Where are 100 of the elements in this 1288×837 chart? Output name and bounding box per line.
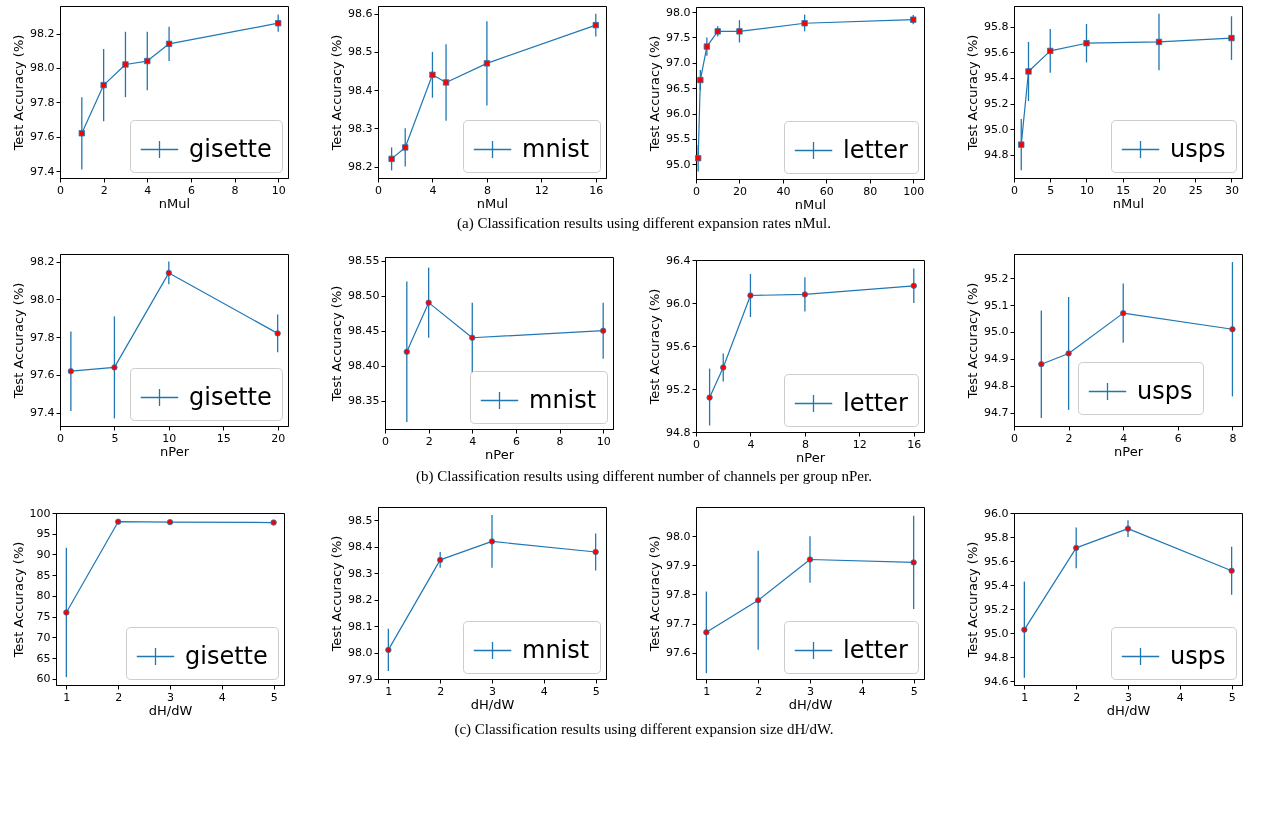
- x-tick-label: 10: [1080, 183, 1094, 197]
- y-tick-label: 95.2: [984, 97, 1009, 111]
- x-tick-label: 6: [512, 434, 520, 448]
- x-tick-label: 1: [385, 684, 393, 698]
- y-tick-label: 85: [36, 568, 51, 582]
- x-tick-label: 3: [167, 690, 174, 704]
- y-tick-label: 98.0: [30, 61, 55, 75]
- text: (b) Classification results using different number of channels per group nPer.: [415, 468, 873, 485]
- x-tick-label: 5: [1228, 690, 1236, 704]
- y-tick-label: 96.5: [666, 81, 691, 95]
- y-axis-title: Test Accuracy (%): [10, 541, 26, 659]
- x-tick-label: 5: [910, 684, 918, 698]
- x-axis-title: nMul: [794, 196, 827, 212]
- y-tick-label: 98.3: [348, 121, 373, 135]
- y-tick-label: 98.4: [348, 540, 373, 554]
- y-axis-title: Test Accuracy (%): [647, 535, 663, 653]
- x-tick-label: 5: [592, 684, 600, 698]
- y-tick-label: 97.0: [666, 56, 691, 70]
- x-tick-label: 5: [270, 690, 278, 704]
- y-tick-label: 96.0: [666, 107, 691, 121]
- y-tick-label: 98.0: [30, 292, 55, 306]
- y-tick-label: 95.2: [984, 271, 1009, 285]
- x-axis-title: nMul: [476, 195, 509, 211]
- y-tick-label: 97.6: [666, 646, 691, 660]
- x-axis-title: dH/dW: [788, 696, 833, 712]
- y-tick-label: 97.6: [30, 368, 55, 382]
- x-tick-label: 2: [100, 183, 108, 197]
- x-tick-label: 15: [1116, 183, 1131, 197]
- y-tick-label: 95.0: [984, 122, 1009, 136]
- x-tick-label: 0: [693, 437, 700, 451]
- x-tick-label: 20: [732, 184, 747, 198]
- x-axis-title: dH/dW: [1106, 702, 1151, 718]
- x-tick-label: 2: [437, 684, 445, 698]
- x-axis-title: nPer: [485, 446, 515, 462]
- y-tick-label: 98.1: [348, 619, 373, 633]
- x-tick-label: 0: [1011, 431, 1018, 445]
- x-tick-label: 8: [231, 183, 239, 197]
- x-tick-label: 40: [776, 184, 791, 198]
- x-axis-title: nPer: [796, 449, 826, 465]
- y-tick-label: 97.5: [666, 30, 691, 44]
- legend-label: mnist: [529, 385, 597, 414]
- x-tick-label: 10: [162, 431, 177, 445]
- x-tick-label: 4: [1120, 431, 1128, 445]
- x-tick-label: 2: [425, 434, 433, 448]
- y-tick-label: 95.0: [666, 157, 691, 171]
- y-tick-label: 95.2: [984, 602, 1009, 616]
- x-tick-label: 3: [807, 684, 814, 698]
- x-tick-label: 5: [1047, 183, 1055, 197]
- x-tick-label: 60: [819, 184, 834, 198]
- legend-label: gisette: [185, 641, 268, 670]
- text: (c) Classification results using different expansion size dH/dW.: [453, 721, 835, 738]
- y-axis-title: Test Accuracy (%): [11, 282, 27, 400]
- x-tick-label: 1: [703, 684, 711, 698]
- x-tick-label: 8: [556, 434, 564, 448]
- y-tick-label: 97.8: [30, 330, 55, 344]
- y-tick-label: 98.40: [348, 359, 380, 373]
- x-tick-label: 2: [115, 690, 123, 704]
- legend-label: mnist: [522, 134, 590, 163]
- y-tick-label: 94.6: [984, 674, 1009, 688]
- y-tick-label: 95: [36, 527, 51, 541]
- y-tick-label: 98.2: [30, 255, 55, 269]
- x-tick-label: 3: [489, 684, 496, 698]
- x-axis-title: dH/dW: [470, 696, 515, 712]
- x-tick-label: 8: [483, 183, 491, 197]
- y-axis-title: Test Accuracy (%): [329, 535, 345, 653]
- y-tick-label: 65: [36, 651, 51, 665]
- y-axis-title: Test Accuracy (%): [965, 541, 981, 659]
- x-tick-label: 6: [187, 183, 195, 197]
- y-tick-label: 94.8: [984, 650, 1009, 664]
- x-axis-title: dH/dW: [148, 702, 193, 718]
- x-tick-label: 16: [907, 437, 922, 451]
- y-tick-label: 98.6: [348, 7, 373, 21]
- y-tick-label: 98.0: [666, 529, 691, 543]
- y-tick-label: 97.8: [666, 587, 691, 601]
- y-tick-label: 98.2: [348, 593, 373, 607]
- x-tick-label: 4: [747, 437, 755, 451]
- y-tick-label: 97.9: [666, 558, 691, 572]
- x-tick-label: 20: [271, 431, 286, 445]
- y-tick-label: 95.4: [984, 71, 1009, 85]
- legend-label: letter: [843, 388, 909, 417]
- x-tick-label: 12: [534, 183, 549, 197]
- x-tick-label: 0: [375, 183, 382, 197]
- x-tick-label: 4: [1176, 690, 1184, 704]
- y-tick-label: 95.8: [984, 20, 1009, 34]
- y-tick-label: 98.2: [30, 27, 55, 41]
- y-tick-label: 95.0: [984, 325, 1009, 339]
- y-tick-label: 95.1: [984, 298, 1009, 312]
- y-tick-label: 98.45: [348, 324, 380, 338]
- legend-label: gisette: [189, 382, 272, 411]
- y-tick-label: 98.5: [348, 513, 373, 527]
- x-tick-label: 100: [903, 184, 925, 198]
- x-tick-label: 4: [469, 434, 477, 448]
- x-tick-label: 4: [218, 690, 226, 704]
- legend-label: usps: [1170, 641, 1226, 670]
- y-tick-label: 95.4: [984, 578, 1009, 592]
- y-tick-label: 95.6: [666, 339, 691, 353]
- legend-label: mnist: [522, 635, 590, 664]
- y-tick-label: 100: [29, 506, 51, 520]
- x-tick-label: 80: [863, 184, 878, 198]
- x-axis-title: nMul: [158, 195, 191, 211]
